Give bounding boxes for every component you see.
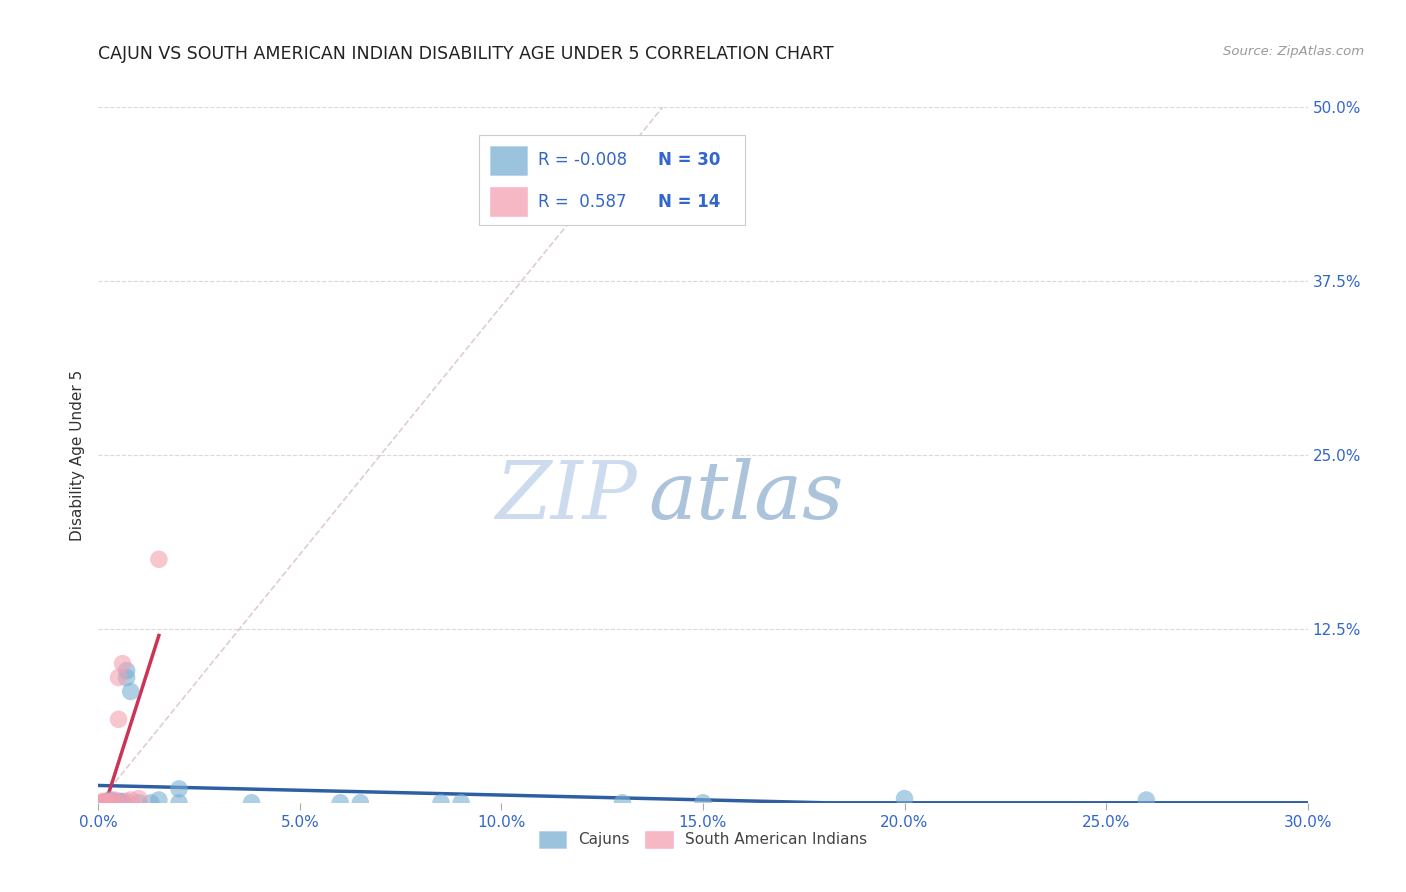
Point: [115, 794, 138, 808]
Point: [96, 796, 118, 810]
Text: Source: ZipAtlas.com: Source: ZipAtlas.com: [1223, 45, 1364, 58]
Point: [167, 796, 190, 810]
Point: [1135, 793, 1157, 807]
Point: [692, 796, 714, 810]
Point: [103, 794, 125, 808]
Point: [115, 664, 138, 678]
Point: [96, 796, 118, 810]
Point: [103, 793, 125, 807]
Point: [612, 796, 634, 810]
Point: [96, 794, 118, 808]
Point: [91, 796, 114, 810]
Point: [103, 794, 125, 808]
Legend: Cajuns, South American Indians: Cajuns, South American Indians: [533, 824, 873, 855]
Point: [100, 794, 122, 808]
Text: ZIP: ZIP: [495, 458, 637, 535]
Point: [100, 796, 122, 810]
Point: [139, 796, 162, 810]
Point: [893, 791, 915, 805]
Point: [349, 796, 371, 810]
Point: [430, 796, 453, 810]
Point: [107, 796, 129, 810]
Point: [100, 796, 122, 810]
Text: CAJUN VS SOUTH AMERICAN INDIAN DISABILITY AGE UNDER 5 CORRELATION CHART: CAJUN VS SOUTH AMERICAN INDIAN DISABILIT…: [98, 45, 834, 62]
Y-axis label: Disability Age Under 5: Disability Age Under 5: [70, 369, 86, 541]
Point: [111, 796, 134, 810]
Point: [91, 796, 114, 810]
Point: [100, 793, 122, 807]
Point: [148, 793, 170, 807]
Point: [111, 794, 134, 808]
Point: [240, 796, 263, 810]
Point: [91, 794, 114, 808]
Point: [148, 552, 170, 566]
Point: [120, 684, 142, 698]
Point: [103, 796, 125, 810]
Point: [107, 671, 129, 685]
Point: [128, 796, 150, 810]
Point: [128, 791, 150, 805]
Point: [107, 794, 129, 808]
Point: [120, 793, 142, 807]
Point: [107, 712, 129, 726]
Point: [96, 794, 118, 808]
Point: [107, 796, 129, 810]
Point: [167, 781, 190, 796]
Text: atlas: atlas: [648, 458, 844, 535]
Point: [111, 657, 134, 671]
Point: [450, 796, 472, 810]
Point: [329, 796, 352, 810]
Point: [115, 671, 138, 685]
